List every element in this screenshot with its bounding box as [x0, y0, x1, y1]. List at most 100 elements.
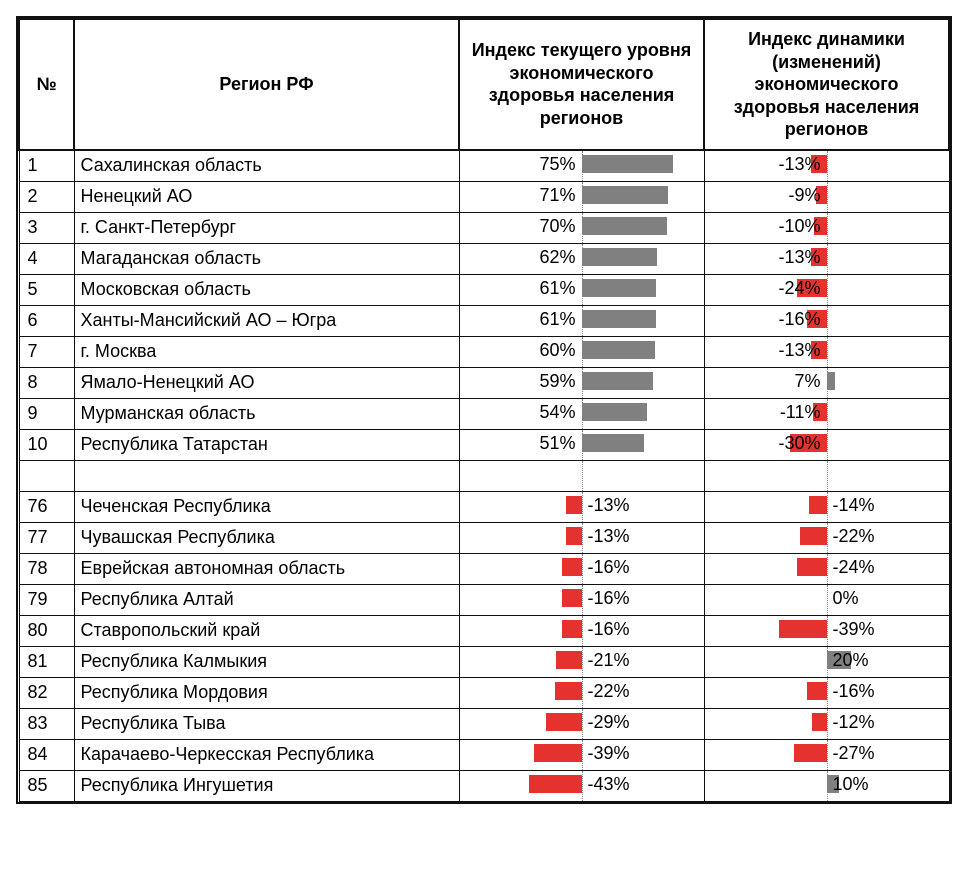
bar: [582, 186, 669, 204]
zero-axis: [827, 306, 828, 336]
table-row: 83Республика Тыва-29% -12%: [19, 708, 949, 739]
region-name: Магаданская область: [74, 243, 459, 274]
value-label: 61%: [539, 306, 581, 336]
row-number: 9: [19, 398, 74, 429]
dynamic-index-cell: -24%: [704, 553, 949, 584]
table-row: 6Ханты-Мансийский АО – Югра61%-16%: [19, 305, 949, 336]
current-index-cell: -13%: [459, 522, 704, 553]
table-row: 9Мурманская область 54% -11%: [19, 398, 949, 429]
value-label: -13%: [778, 244, 826, 274]
bar: [529, 775, 581, 793]
bar: [562, 589, 582, 607]
bar: [562, 558, 582, 576]
dynamic-index-cell: -22%: [704, 522, 949, 553]
bar: [582, 341, 655, 359]
header-row: № Регион РФ Индекс текущего уровня эконо…: [19, 19, 949, 150]
row-number: 79: [19, 584, 74, 615]
bar: [807, 682, 827, 700]
gap-row: [19, 460, 949, 491]
row-number: 84: [19, 739, 74, 770]
bar: [582, 217, 667, 235]
col-header-current: Индекс текущего уровня экономического зд…: [459, 19, 704, 150]
region-name: Чувашская Республика: [74, 522, 459, 553]
value-label: -24%: [827, 554, 875, 584]
table-row: 81Республика Калмыкия-21%20%: [19, 646, 949, 677]
dynamic-index-cell: -13%: [704, 243, 949, 274]
value-label: -39%: [582, 740, 630, 770]
value-label: -39%: [827, 616, 875, 646]
table-row: 7г. Москва60%-13%: [19, 336, 949, 367]
table-body: 1Сахалинская область75%-13%2Ненецкий АО7…: [19, 150, 949, 802]
value-label: 54%: [539, 399, 581, 429]
row-number: 85: [19, 770, 74, 801]
current-index-cell: 54%: [459, 398, 704, 429]
value-label: -13%: [778, 151, 826, 181]
col-header-num: №: [19, 19, 74, 150]
current-index-cell: 60%: [459, 336, 704, 367]
bar: [794, 744, 827, 762]
region-name: Ханты-Мансийский АО – Югра: [74, 305, 459, 336]
zero-axis: [827, 213, 828, 243]
table-row: 76Чеченская Республика-13%-14%: [19, 491, 949, 522]
region-name: г. Москва: [74, 336, 459, 367]
current-index-cell: 71%: [459, 181, 704, 212]
table-row: 80Ставропольский край-16%-39%: [19, 615, 949, 646]
table-row: 8Ямало-Ненецкий АО59%7%: [19, 367, 949, 398]
current-index-cell: -16%: [459, 584, 704, 615]
current-index-cell: -22%: [459, 677, 704, 708]
current-index-cell: -29%: [459, 708, 704, 739]
current-index-cell: 61%: [459, 274, 704, 305]
row-number: 2: [19, 181, 74, 212]
dynamic-index-cell: -30%: [704, 429, 949, 460]
current-index-cell: 70%: [459, 212, 704, 243]
region-name: Республика Тыва: [74, 708, 459, 739]
region-name: Мурманская область: [74, 398, 459, 429]
current-index-cell: 62%: [459, 243, 704, 274]
region-name: Чеченская Республика: [74, 491, 459, 522]
table-row: 79Республика Алтай-16%0%: [19, 584, 949, 615]
row-number: 76: [19, 491, 74, 522]
row-number: 82: [19, 677, 74, 708]
row-number: 77: [19, 522, 74, 553]
zero-axis: [827, 275, 828, 305]
row-number: 83: [19, 708, 74, 739]
bar: [562, 620, 582, 638]
value-label: -43%: [582, 771, 630, 801]
region-name: Ставропольский край: [74, 615, 459, 646]
row-number: 81: [19, 646, 74, 677]
bar: [582, 279, 656, 297]
region-name: Республика Алтай: [74, 584, 459, 615]
bar: [582, 310, 656, 328]
value-label: -16%: [778, 306, 826, 336]
bar: [800, 527, 827, 545]
value-label: 62%: [539, 244, 581, 274]
value-label: -11%: [780, 399, 827, 429]
table-row: 5Московская область61%-24%: [19, 274, 949, 305]
regions-table: № Регион РФ Индекс текущего уровня эконо…: [18, 18, 950, 802]
col-header-dynamic: Индекс динамики (изменений) экономическо…: [704, 19, 949, 150]
bar: [582, 372, 654, 390]
value-label: -16%: [582, 616, 630, 646]
table-row: 4Магаданская область62%-13%: [19, 243, 949, 274]
value-label: 71%: [539, 182, 581, 212]
table-row: 77Чувашская Республика-13% -22%: [19, 522, 949, 553]
bar: [582, 155, 674, 173]
value-label: -12%: [827, 709, 875, 739]
row-number: 78: [19, 553, 74, 584]
bar: [809, 496, 826, 514]
current-index-cell: -16%: [459, 615, 704, 646]
table-row: 84Карачаево-Черкесская Республика-39%-27…: [19, 739, 949, 770]
zero-axis: [827, 337, 828, 367]
zero-axis: [827, 182, 828, 212]
zero-axis: [827, 399, 828, 429]
dynamic-index-cell: 7%: [704, 367, 949, 398]
dynamic-index-cell: 20%: [704, 646, 949, 677]
dynamic-index-cell: -9%: [704, 181, 949, 212]
table-row: 78Еврейская автономная область-16%-24%: [19, 553, 949, 584]
region-name: Республика Мордовия: [74, 677, 459, 708]
bar: [566, 496, 582, 514]
value-label: 70%: [539, 213, 581, 243]
current-index-cell: -43%: [459, 770, 704, 801]
value-label: -22%: [827, 523, 875, 553]
dynamic-index-cell: -24%: [704, 274, 949, 305]
